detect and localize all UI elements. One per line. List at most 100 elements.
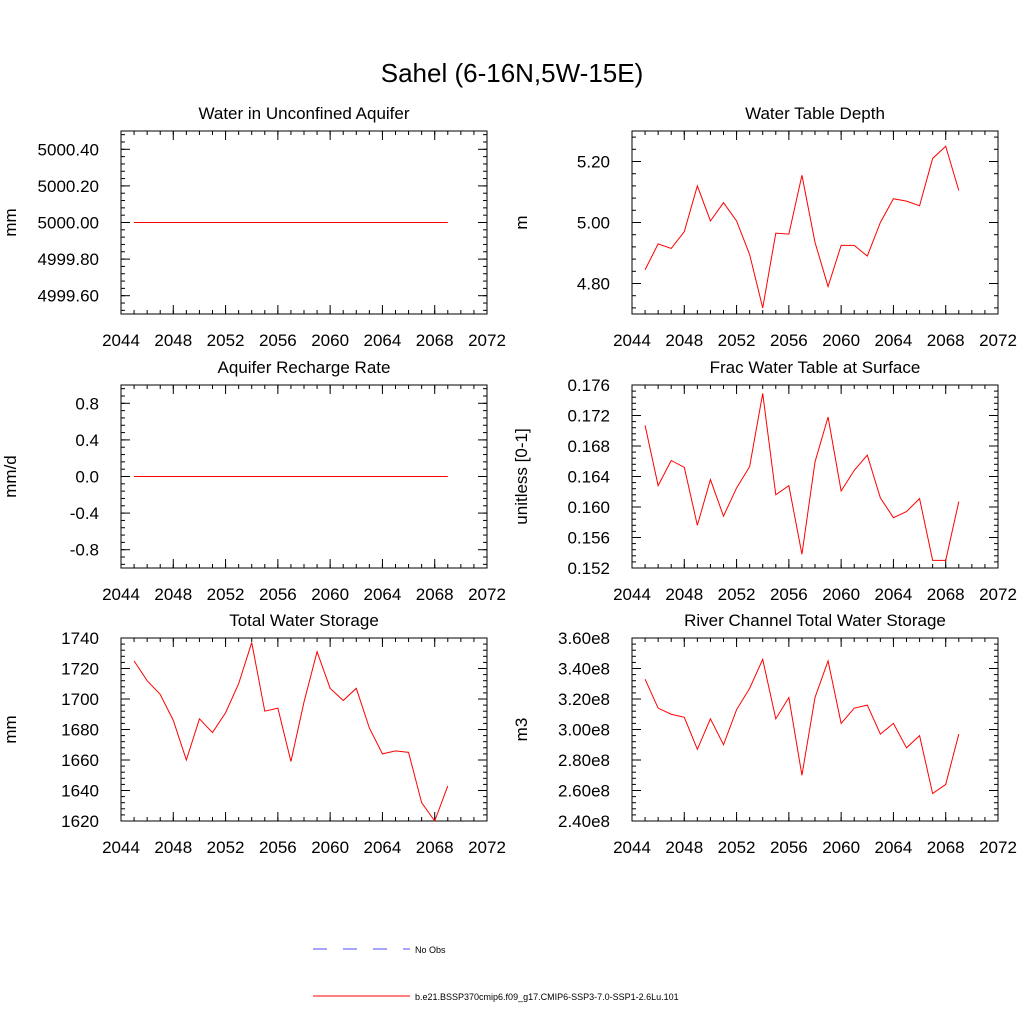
y-axis-label: mm/d <box>1 455 20 498</box>
y-tick-label: 3.40e8 <box>558 660 610 679</box>
panel-title: Water Table Depth <box>745 104 885 123</box>
y-tick-label: 0.8 <box>75 394 99 413</box>
x-tick-label: 2068 <box>416 838 454 857</box>
y-tick-label: 4.80 <box>577 275 610 294</box>
y-tick-label: 5000.20 <box>38 177 99 196</box>
y-tick-label: 1620 <box>61 812 99 831</box>
y-tick-label: 1640 <box>61 782 99 801</box>
x-tick-label: 2048 <box>665 838 703 857</box>
panel-title: Water in Unconfined Aquifer <box>198 104 409 123</box>
x-tick-label: 2064 <box>364 331 402 350</box>
y-tick-label: 5000.40 <box>38 140 99 159</box>
x-tick-label: 2064 <box>875 585 913 604</box>
x-tick-label: 2044 <box>613 585 651 604</box>
x-tick-label: 2064 <box>875 838 913 857</box>
x-tick-label: 2052 <box>207 838 245 857</box>
series-line <box>644 393 960 561</box>
panel-total-water-storage: Total Water Storage mm 2044 2048 2052 2056 206… <box>1 611 506 857</box>
x-tick-label: 2048 <box>154 838 192 857</box>
y-tick-label: 1740 <box>61 629 99 648</box>
x-tick-label: 2072 <box>979 838 1017 857</box>
panels: Water in Unconfined Aquifer mm 2044 2048 205… <box>1 104 1017 857</box>
x-tick-label: 2060 <box>311 585 349 604</box>
x-tick-label: 2048 <box>665 331 703 350</box>
panel-water-table-depth: Water Table Depth m 2044 2048 2052 2056 2060 20… <box>512 104 1017 350</box>
x-tick-label: 2064 <box>875 331 913 350</box>
y-tick-label: 3.20e8 <box>558 690 610 709</box>
y-tick-label: 0.156 <box>567 529 610 548</box>
y-tick-label: -0.4 <box>70 504 99 523</box>
legend: No Obs b.e21.BSSP370cmip6.f09_g17.CMIP6-… <box>313 945 679 1002</box>
x-tick-label: 2068 <box>416 585 454 604</box>
y-tick-label: 0.172 <box>567 407 610 426</box>
y-axis-label: mm <box>1 715 20 743</box>
panel-title: Frac Water Table at Surface <box>710 358 921 377</box>
y-tick-label: -0.8 <box>70 541 99 560</box>
y-tick-label: 1700 <box>61 690 99 709</box>
x-tick-label: 2044 <box>613 331 651 350</box>
legend-label-no-obs: No Obs <box>415 945 446 955</box>
x-tick-label: 2068 <box>927 585 965 604</box>
x-tick-label: 2044 <box>102 585 140 604</box>
x-tick-label: 2060 <box>822 585 860 604</box>
y-axis-label: mm <box>1 208 20 236</box>
y-tick-label: 2.80e8 <box>558 751 610 770</box>
y-tick-label: 1720 <box>61 660 99 679</box>
x-tick-label: 2056 <box>259 585 297 604</box>
y-axis-label: m <box>512 215 531 229</box>
y-tick-label: 4999.60 <box>38 287 99 306</box>
x-tick-label: 2056 <box>770 331 808 350</box>
y-tick-label: 1680 <box>61 721 99 740</box>
y-tick-label: 4999.80 <box>38 250 99 269</box>
y-axis-label: unitless [0-1] <box>512 428 531 524</box>
y-tick-label: 0.176 <box>567 376 610 395</box>
x-tick-label: 2052 <box>718 331 756 350</box>
legend-label-model-run: b.e21.BSSP370cmip6.f09_g17.CMIP6-SSP3-7.… <box>415 992 679 1002</box>
legend-entry-model-run: b.e21.BSSP370cmip6.f09_g17.CMIP6-SSP3-7.… <box>313 992 679 1002</box>
x-tick-label: 2072 <box>468 585 506 604</box>
panel-water-in-unconfined-aquifer: Water in Unconfined Aquifer mm 2044 2048 205… <box>1 104 506 350</box>
x-tick-label: 2060 <box>311 331 349 350</box>
x-tick-label: 2064 <box>364 838 402 857</box>
y-tick-label: 0.4 <box>75 431 99 450</box>
y-tick-label: 5.20 <box>577 153 610 172</box>
y-tick-label: 0.164 <box>567 468 610 487</box>
y-tick-label: 0.168 <box>567 437 610 456</box>
x-tick-label: 2056 <box>259 838 297 857</box>
legend-entry-no-obs: No Obs <box>313 945 446 955</box>
y-tick-label: 0.0 <box>75 468 99 487</box>
panel-title: Aquifer Recharge Rate <box>218 358 391 377</box>
series-line <box>644 145 960 309</box>
x-tick-label: 2056 <box>770 838 808 857</box>
x-tick-label: 2072 <box>979 585 1017 604</box>
y-tick-label: 1660 <box>61 751 99 770</box>
x-tick-label: 2044 <box>613 838 651 857</box>
x-tick-label: 2060 <box>311 838 349 857</box>
x-tick-label: 2064 <box>364 585 402 604</box>
x-tick-label: 2048 <box>665 585 703 604</box>
y-tick-label: 3.00e8 <box>558 721 610 740</box>
y-tick-label: 0.160 <box>567 498 610 517</box>
x-tick-label: 2068 <box>416 331 454 350</box>
panel-aquifer-recharge-rate: Aquifer Recharge Rate mm/d 2044 2048 2052 205… <box>1 358 506 604</box>
y-tick-label: 2.40e8 <box>558 812 610 831</box>
x-tick-label: 2068 <box>927 838 965 857</box>
y-tick-label: 2.60e8 <box>558 782 610 801</box>
series-line <box>133 642 449 823</box>
x-tick-label: 2052 <box>718 585 756 604</box>
x-tick-label: 2048 <box>154 585 192 604</box>
x-tick-label: 2048 <box>154 331 192 350</box>
y-tick-label: 5000.00 <box>38 214 99 233</box>
plot-frame <box>631 384 999 569</box>
x-tick-label: 2044 <box>102 331 140 350</box>
y-tick-label: 0.152 <box>567 559 610 578</box>
x-tick-label: 2068 <box>927 331 965 350</box>
x-tick-label: 2072 <box>468 331 506 350</box>
x-tick-label: 2052 <box>207 585 245 604</box>
series-line <box>644 657 960 795</box>
x-tick-label: 2044 <box>102 838 140 857</box>
x-tick-label: 2060 <box>822 331 860 350</box>
x-tick-label: 2072 <box>979 331 1017 350</box>
x-tick-label: 2052 <box>718 838 756 857</box>
